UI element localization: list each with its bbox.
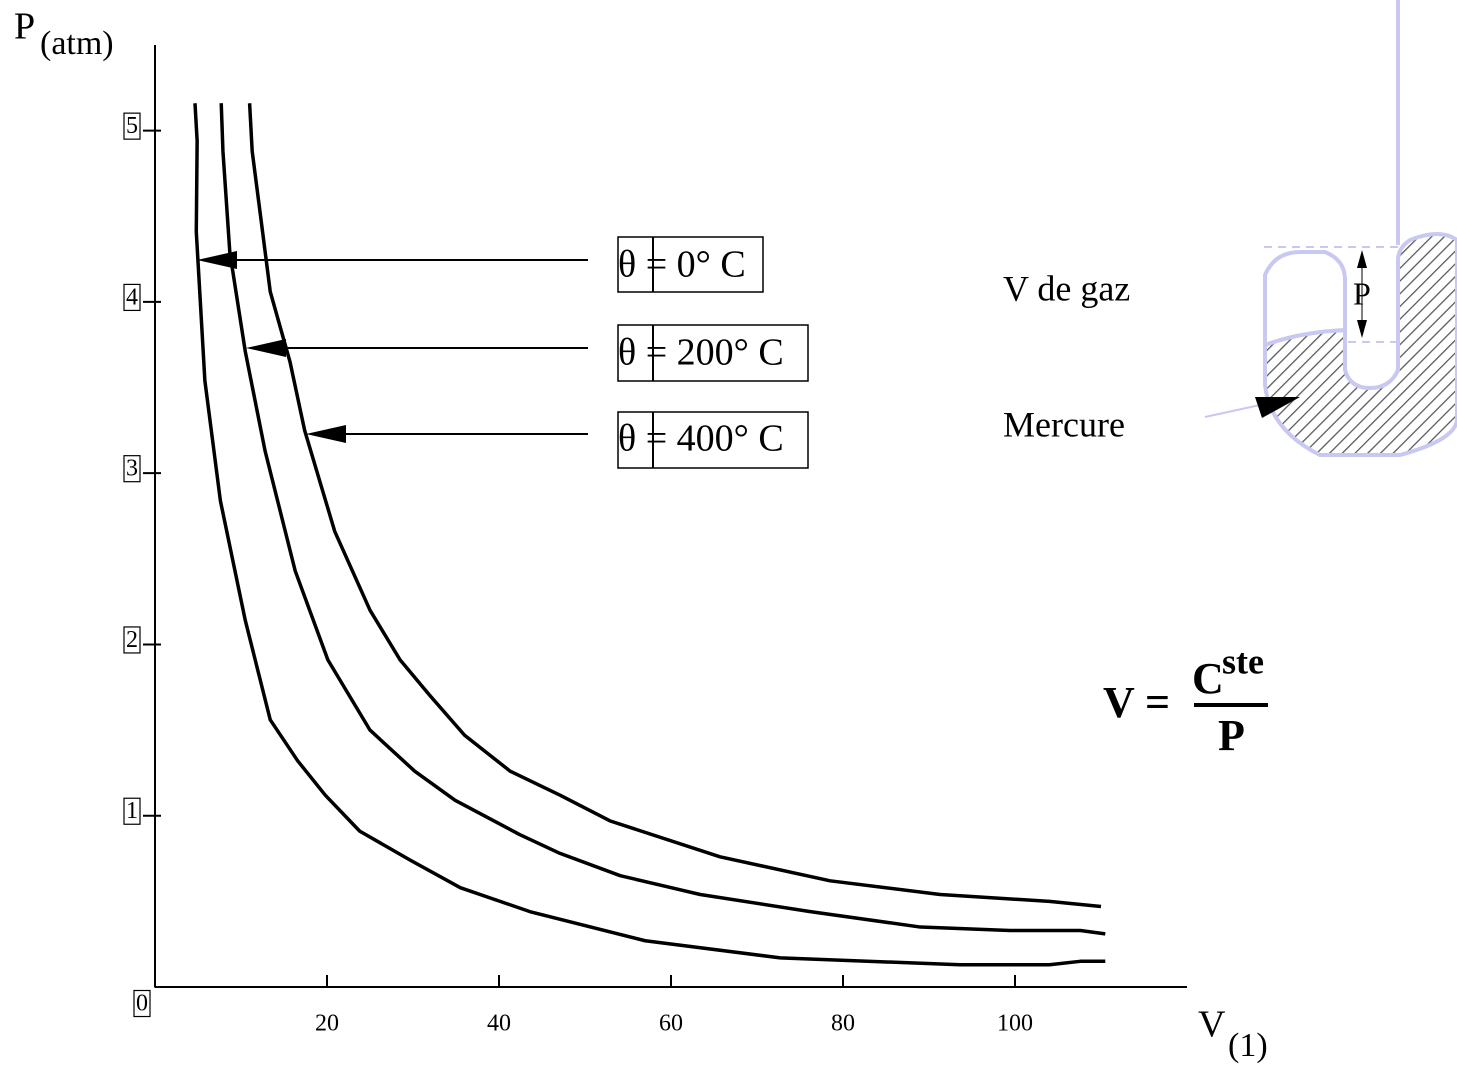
formula-denominator: P — [1218, 711, 1245, 760]
formula: V = C ste P — [1103, 641, 1268, 760]
formula-lhs: V = — [1103, 678, 1170, 727]
x-tick-label: 60 — [659, 1011, 683, 1037]
annotation-2: θ = 400° C — [306, 411, 809, 469]
annotation-1: θ = 200° C — [246, 324, 809, 382]
manometer — [1204, 0, 1457, 457]
gas-label: V de gaz — [1003, 268, 1130, 308]
legend-label: θ = 0° C — [618, 244, 746, 286]
y-axis-unit: (atm) — [40, 25, 114, 62]
tick-label-box — [123, 112, 141, 140]
y-tick-label: 1 — [126, 798, 138, 824]
x-tick-label: 20 — [315, 1011, 339, 1037]
y-tick-label: 3 — [126, 456, 138, 482]
tick-label-box — [123, 455, 141, 483]
y-tick-label: 4 — [126, 284, 138, 310]
series-line — [193, 103, 1106, 967]
tick-label-box — [123, 626, 141, 654]
formula-superscript: ste — [1222, 641, 1264, 681]
x-tick-label: 40 — [487, 1011, 511, 1037]
x-tick-label: 80 — [831, 1011, 855, 1037]
x-axis-label: V — [1198, 1004, 1226, 1046]
tick-label-box — [123, 283, 141, 312]
tick-label-box — [123, 797, 141, 825]
pressure-label: P — [1353, 275, 1371, 311]
legend-label: θ = 400° C — [618, 418, 784, 460]
y-tick-label: 5 — [126, 113, 138, 139]
mercury-label: Mercure — [1003, 404, 1125, 444]
annotation-0: θ = 0° C — [197, 236, 764, 293]
y-tick-label: 0 — [136, 991, 148, 1017]
formula-numerator: C — [1192, 654, 1224, 703]
y-axis-label: P — [14, 6, 35, 48]
series-line — [247, 103, 1102, 909]
tick-label-box — [133, 989, 151, 1018]
x-tick-label: 100 — [997, 1011, 1033, 1037]
legend-label: θ = 200° C — [618, 332, 784, 374]
x-axis-unit: (1) — [1228, 1027, 1268, 1064]
series-line — [219, 103, 1106, 936]
y-tick-label: 2 — [126, 627, 138, 653]
